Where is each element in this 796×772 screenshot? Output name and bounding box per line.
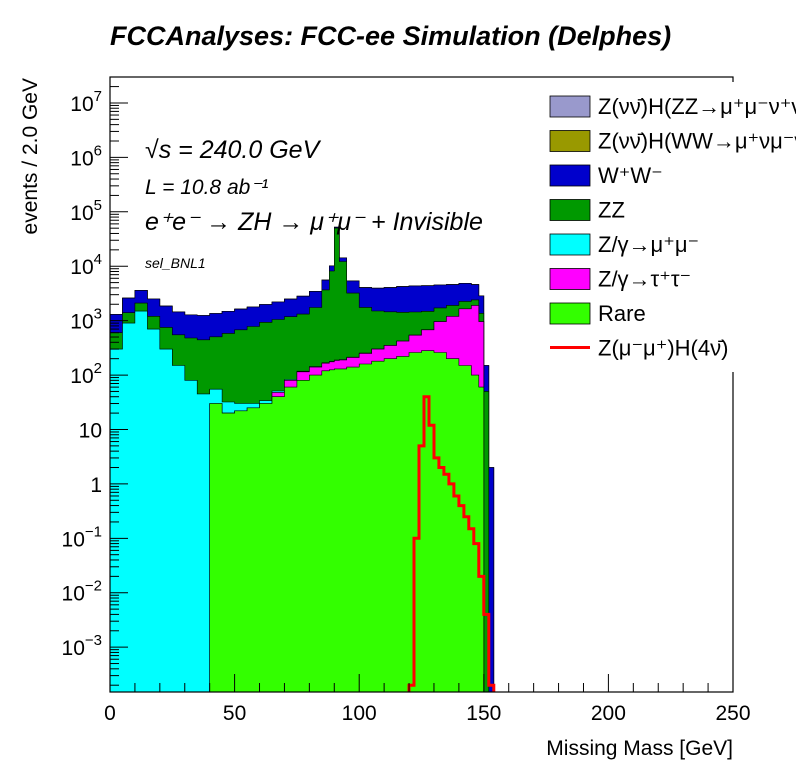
y-tick-label: 10	[79, 419, 102, 442]
legend: Z(νν̄)H(ZZ→μ⁺μ⁻ν⁺ν⁻) Z(νν̄)H(WW→μ⁺νμ⁻ν̄) W…	[540, 82, 796, 372]
legend-swatch	[549, 302, 591, 325]
plot-area	[110, 226, 499, 692]
y-tick-label: 10−2	[62, 578, 102, 606]
sqrt-s-annotation: √s = 240.0 GeV	[145, 136, 322, 164]
legend-swatch	[549, 164, 591, 187]
legend-label: Rare	[598, 301, 646, 326]
legend-label: Z(νν̄)H(ZZ→μ⁺μ⁻ν⁺ν⁻)	[598, 94, 796, 119]
y-axis-label: events / 2.0 GeV	[19, 78, 42, 234]
x-tick-label: 200	[591, 702, 626, 725]
process-annotation: e⁺e⁻ → ZH → μ⁺μ⁻ + Invisible	[145, 208, 483, 236]
x-tick-label: 250	[715, 702, 750, 725]
x-tick-label: 100	[342, 702, 377, 725]
legend-label: Z(νν̄)H(WW→μ⁺νμ⁻ν̄)	[598, 129, 796, 154]
chart-title: FCCAnalyses: FCC-ee Simulation (Delphes)	[110, 21, 671, 51]
y-tick-label: 104	[70, 251, 102, 279]
y-tick-label: 102	[70, 360, 102, 388]
series-area-0	[110, 350, 499, 692]
x-tick-label: 0	[104, 702, 116, 725]
y-tick-label: 1	[90, 474, 102, 497]
y-tick-label: 106	[70, 142, 102, 170]
y-tick-label: 103	[70, 306, 102, 334]
legend-label: Z/γ→μ⁺μ⁻	[598, 232, 699, 257]
legend-swatch	[549, 233, 591, 256]
selection-annotation: sel_BNL1	[145, 255, 206, 271]
legend-label: ZZ	[598, 198, 625, 223]
plot-frame	[109, 76, 734, 693]
y-tick-label: 107	[70, 88, 102, 116]
legend-swatch	[549, 130, 591, 152]
x-axis-label: Missing Mass [GeV]	[546, 737, 733, 760]
y-tick-label: 10−1	[62, 523, 102, 551]
legend-background	[540, 82, 796, 372]
legend-swatch	[549, 199, 591, 221]
y-tick-label: 105	[70, 197, 102, 225]
legend-label: Z/γ→τ⁺τ⁻	[598, 267, 691, 292]
legend-label: Z(μ⁻μ⁺)H(4ν̄)	[598, 336, 728, 361]
annotations: √s = 240.0 GeV L = 10.8 ab⁻¹ e⁺e⁻ → ZH →…	[145, 136, 483, 271]
axes: 0 50 100 150 200 25010710610510410310210110−1…	[62, 76, 751, 725]
x-tick-label: 150	[466, 702, 501, 725]
legend-swatch	[549, 268, 591, 290]
signal-line	[407, 395, 496, 692]
y-tick-label: 10−3	[62, 632, 102, 660]
legend-label: W⁺W⁻	[598, 163, 663, 188]
x-tick-label: 50	[223, 702, 246, 725]
legend-swatch	[549, 95, 591, 118]
lumi-annotation: L = 10.8 ab⁻¹	[145, 176, 268, 199]
